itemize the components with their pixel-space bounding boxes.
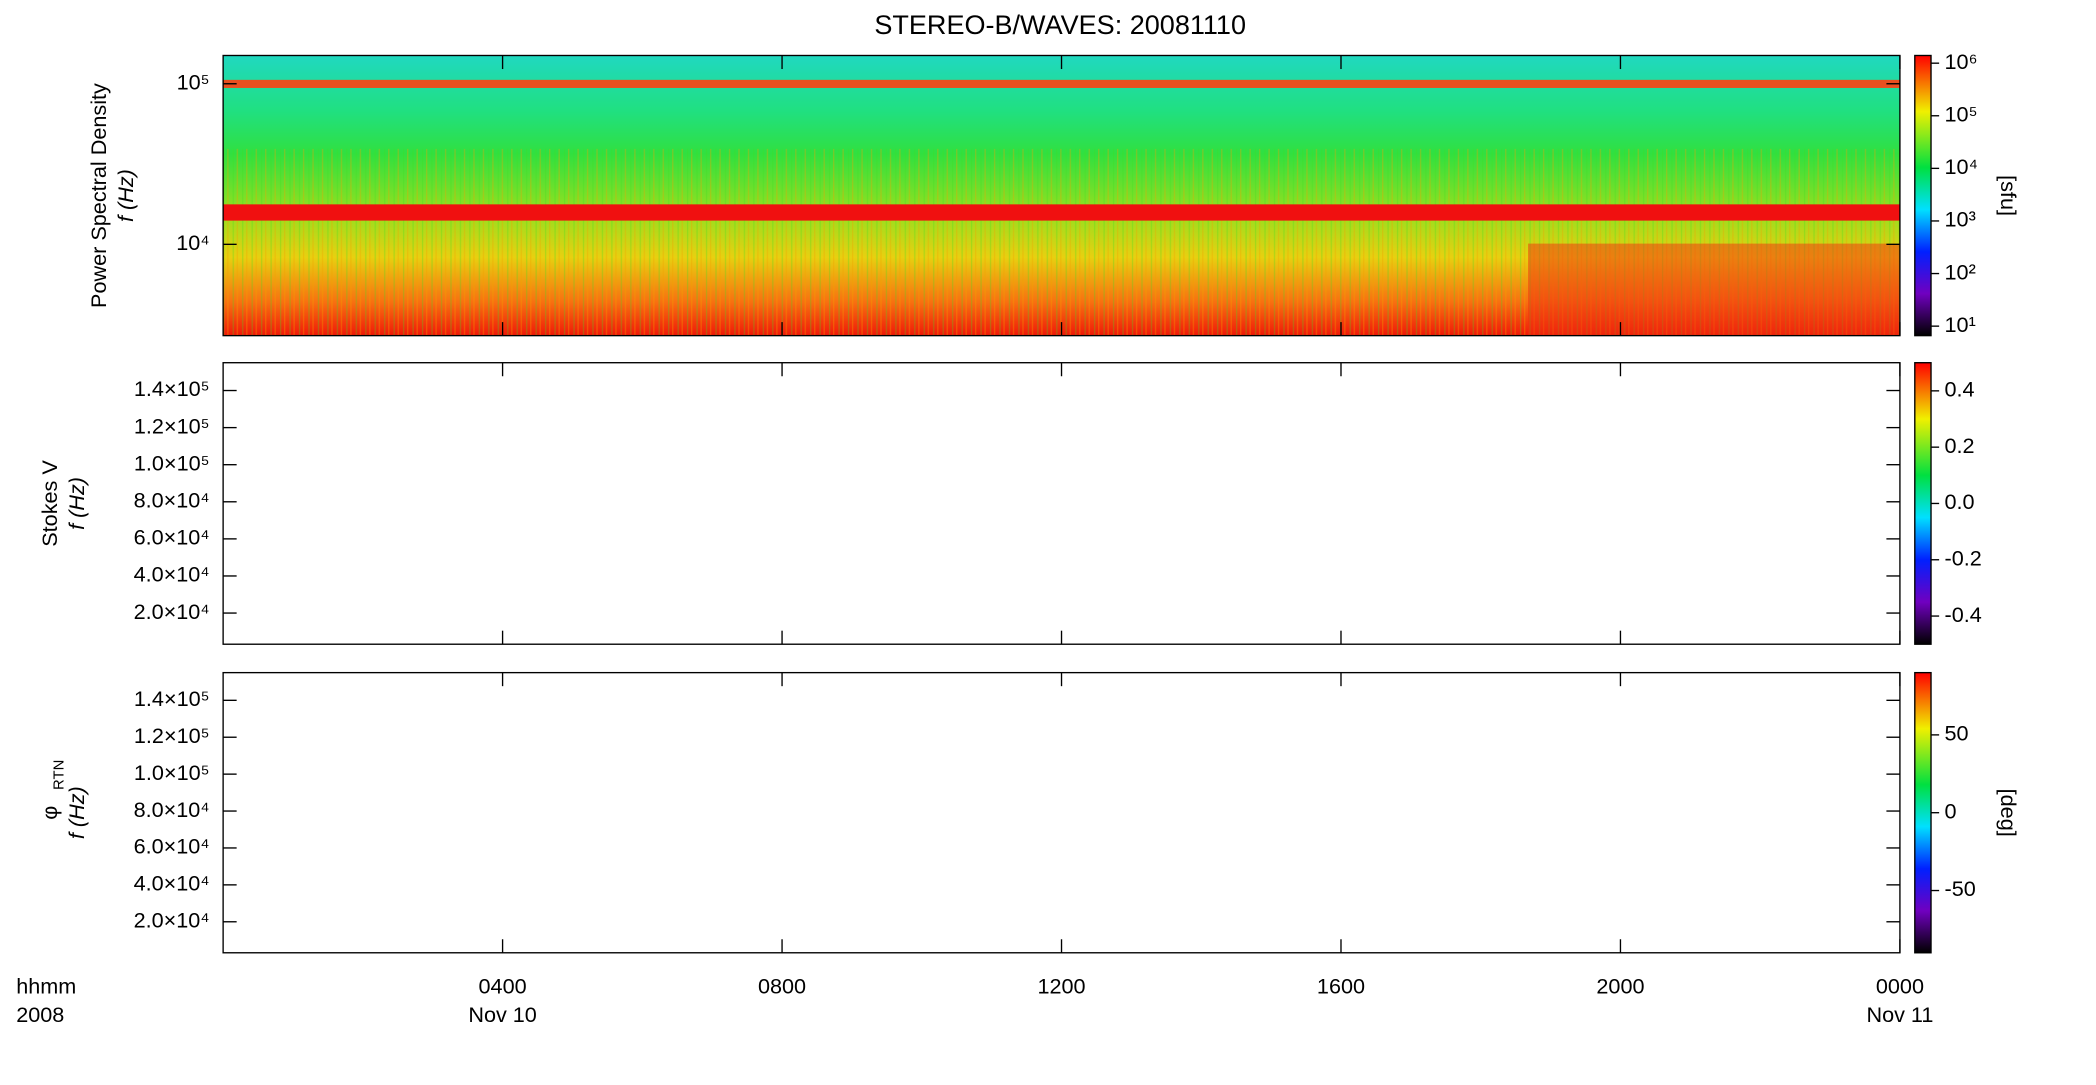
- colorbar-label: [deg]: [1996, 789, 2021, 837]
- plot-frame: [222, 362, 1901, 645]
- y-tick-label: 1.0×10⁵: [134, 760, 210, 785]
- colorbar-tick-label: -50: [1945, 876, 1976, 901]
- x-unit-label: hhmm: [16, 974, 76, 999]
- x-tick-label: 0800: [758, 974, 806, 999]
- y-tick-label: 4.0×10⁴: [134, 871, 210, 896]
- chart-title: STEREO-B/WAVES: 20081110: [874, 10, 1246, 40]
- y-tick-label: 10⁴: [176, 230, 209, 255]
- colorbar-tick-label: -0.4: [1945, 602, 1982, 627]
- y-tick-label: 2.0×10⁴: [134, 907, 210, 932]
- x-tick-label: 0400: [479, 974, 527, 999]
- colorbar: [1914, 672, 1932, 953]
- y-axis-label: f (Hz): [64, 786, 89, 839]
- x-tick-label: 2000: [1596, 974, 1644, 999]
- y-tick-label: 1.2×10⁵: [134, 723, 210, 748]
- spectrogram-image: [223, 55, 1900, 336]
- x-tick-label: 1600: [1317, 974, 1365, 999]
- y-tick-label: 6.0×10⁴: [134, 834, 210, 859]
- y-tick-label: 2.0×10⁴: [134, 599, 210, 624]
- colorbar-tick-label: 0.0: [1945, 489, 1975, 514]
- y-tick-label: 4.0×10⁴: [134, 562, 210, 587]
- colorbar-tick-label: 10⁶: [1945, 49, 1978, 74]
- colorbar-tick-label: 50: [1945, 721, 1969, 746]
- y-tick-label: 1.2×10⁵: [134, 413, 210, 438]
- colorbar-tick-label: 0: [1945, 798, 1957, 823]
- x-tick-label: 1200: [1037, 974, 1085, 999]
- x-tick-label: 0000: [1876, 974, 1924, 999]
- x-date-label: Nov 11: [1866, 1002, 1933, 1027]
- colorbar-tick-label: 0.4: [1945, 377, 1975, 402]
- y-tick-label: 1.4×10⁵: [134, 686, 210, 711]
- y-tick-label: 10⁵: [177, 69, 210, 94]
- colorbar-label: [sfu]: [1996, 175, 2021, 216]
- colorbar-tick-label: -0.2: [1945, 545, 1982, 570]
- colorbar-tick-label: 10¹: [1945, 312, 1976, 337]
- colorbar-tick-label: 10²: [1945, 259, 1976, 284]
- colorbar: [1914, 362, 1932, 645]
- y-tick-label: 6.0×10⁴: [134, 525, 210, 550]
- y-tick-label: 8.0×10⁴: [134, 797, 210, 822]
- colorbar: [1914, 55, 1932, 336]
- colorbar-tick-label: 0.2: [1945, 433, 1975, 458]
- colorbar-tick-label: 10⁴: [1945, 154, 1978, 179]
- y-tick-label: 1.4×10⁵: [134, 376, 210, 401]
- y-tick-label: 8.0×10⁴: [134, 488, 210, 513]
- plot-frame: [222, 671, 1901, 954]
- colorbar-tick-label: 10⁵: [1945, 101, 1978, 126]
- y-axis-label: φ: [37, 806, 62, 820]
- y-axis-label-sub: RTN: [51, 760, 67, 790]
- y-tick-label: 1.0×10⁵: [134, 450, 210, 475]
- colorbar-frame: [1914, 54, 1932, 337]
- x-year-label: 2008: [16, 1002, 64, 1027]
- y-axis-label: Stokes V: [37, 460, 62, 547]
- colorbar-tick-label: 10³: [1945, 207, 1976, 232]
- y-axis-label: f (Hz): [113, 169, 138, 222]
- y-axis-label: f (Hz): [64, 477, 89, 530]
- y-axis-label: Power Spectral Density: [86, 83, 111, 308]
- x-date-label: Nov 10: [468, 1002, 537, 1027]
